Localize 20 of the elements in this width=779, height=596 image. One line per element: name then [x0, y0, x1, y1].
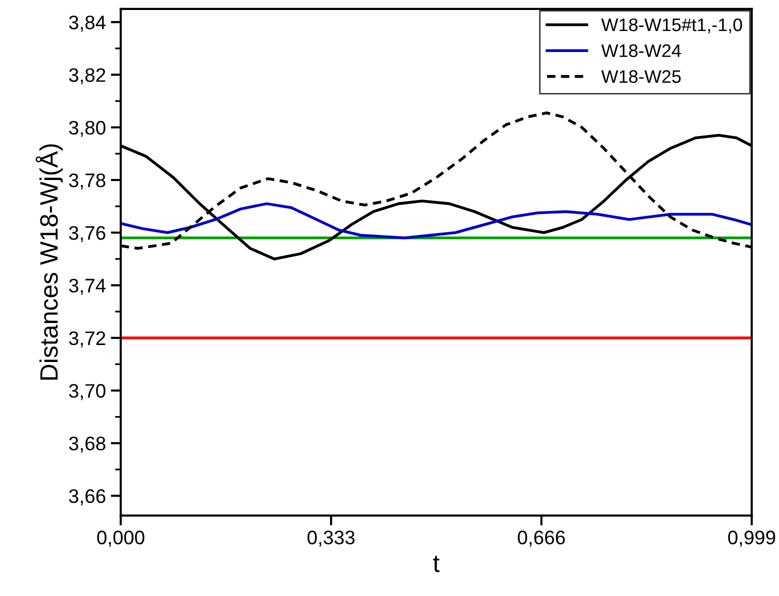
y-axis-title: Distances W18-Wj(Å): [36, 144, 63, 380]
line-series: [120, 202, 752, 240]
y-tick-label: 3,74: [69, 278, 106, 295]
y-tick-label: 3,84: [69, 16, 106, 32]
x-tick-label: 0,000: [97, 530, 144, 547]
x-tick-label: 0,333: [308, 530, 355, 547]
legend-label: W18-W15#t1,-1,0: [601, 18, 742, 34]
y-tick-label: 3,68: [69, 436, 106, 453]
y-tick-label: 3,78: [69, 173, 106, 190]
y-tick-label: 3,82: [69, 68, 106, 84]
y-tick-label: 3,72: [69, 331, 106, 348]
y-tick-label: 3,80: [69, 120, 106, 137]
x-axis-title: t: [433, 556, 440, 572]
y-tick-label: 3,76: [69, 226, 106, 242]
y-tick-label: 3,66: [69, 489, 106, 506]
x-tick-label: 0,999: [728, 530, 776, 547]
x-tick-label: 0,666: [518, 530, 565, 547]
legend-label: W18-W24: [601, 44, 681, 58]
legend-label: W18-W25: [601, 70, 681, 83]
y-tick-label: 3,70: [69, 384, 106, 400]
